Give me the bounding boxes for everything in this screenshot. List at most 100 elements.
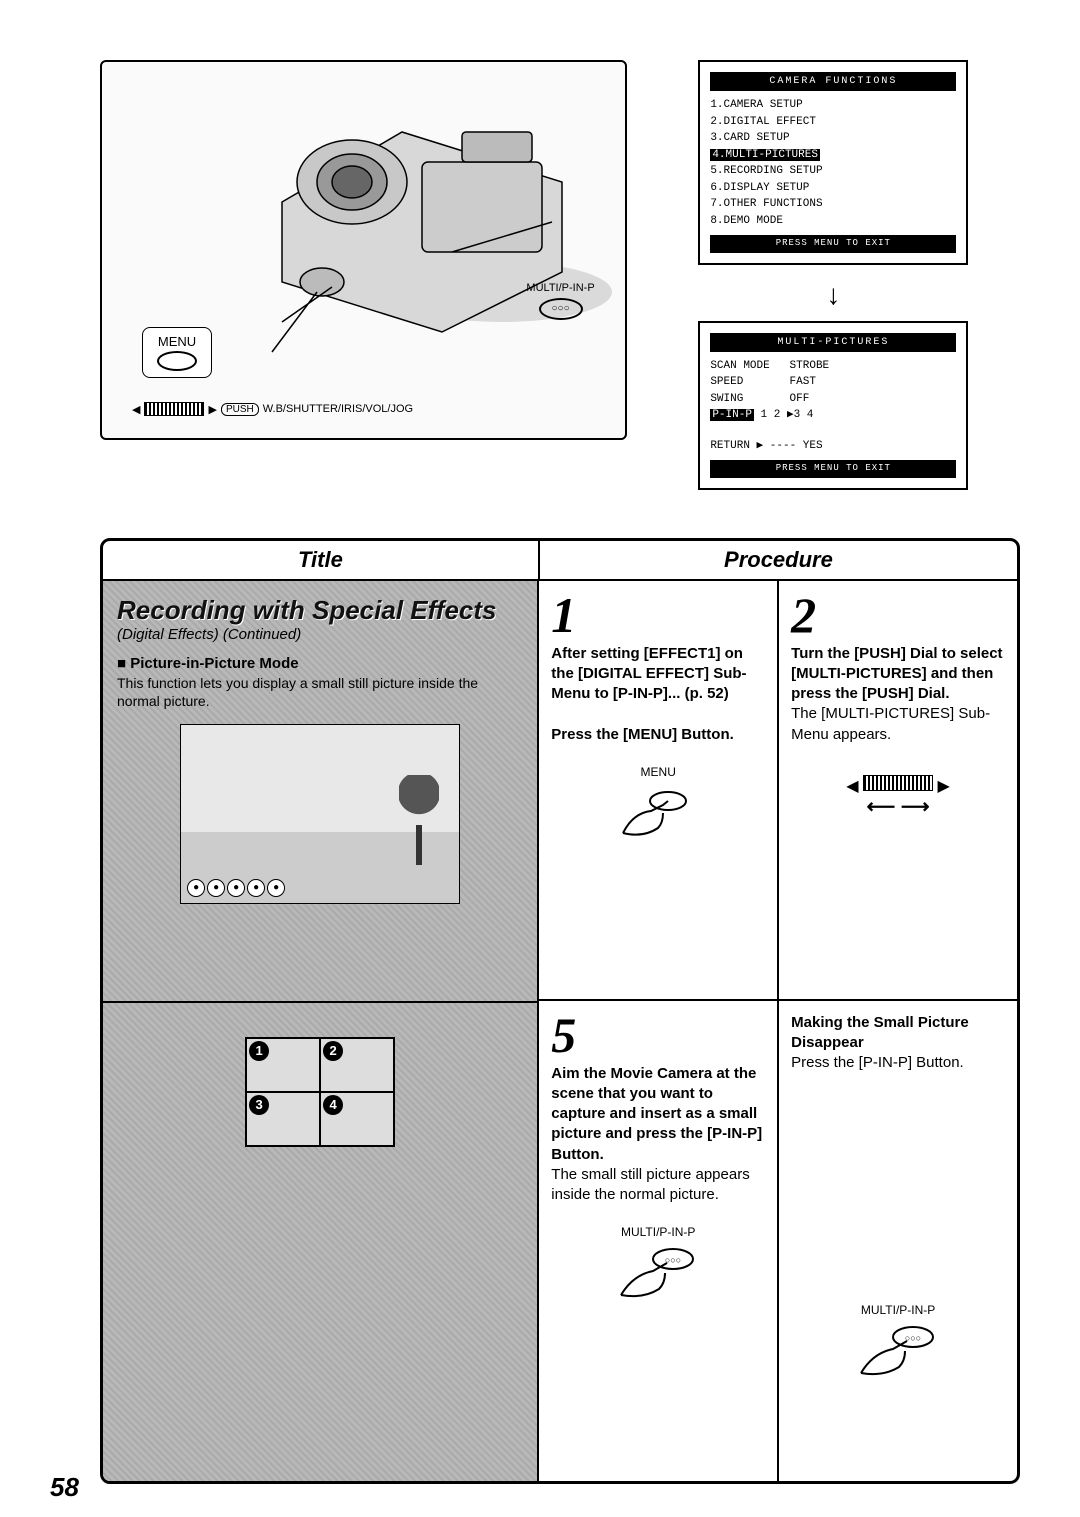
disappear-heading: Making the Small Picture Disappear — [791, 1014, 969, 1051]
camera-functions-screen: CAMERA FUNCTIONS 1.CAMERA SETUP2.DIGITAL… — [698, 60, 968, 265]
screen1-items: 1.CAMERA SETUP2.DIGITAL EFFECT3.CARD SET… — [710, 97, 956, 229]
screen2-row: SWING OFF — [710, 391, 956, 408]
dial-right-arrow-icon: ▶ — [208, 403, 216, 416]
menu-screens: CAMERA FUNCTIONS 1.CAMERA SETUP2.DIGITAL… — [647, 60, 1020, 498]
dial-functions-label: W.B/SHUTTER/IRIS/VOL/JOG — [263, 403, 413, 415]
multi-pictures-screen: MULTI-PICTURES SCAN MODE STROBESPEED FAS… — [698, 321, 968, 490]
screen1-item: 4.MULTI-PICTURES — [710, 147, 956, 164]
disappear-btn-label: MULTI/P-IN-P — [791, 1303, 1005, 1317]
screen1-item: 1.CAMERA SETUP — [710, 97, 956, 114]
procedure-row-2: 5 Aim the Movie Camera at the scene that… — [539, 1001, 1017, 1481]
dial-turn-icon — [863, 775, 933, 791]
disappear-body: Press the [P-IN-P] Button. — [791, 1054, 964, 1071]
screen2-row: SPEED FAST — [710, 374, 956, 391]
step-1-number: 1 — [551, 593, 765, 638]
top-section: MENU ◀ ▶ PUSH W.B/SHUTTER/IRIS/VOL/JOG M… — [100, 60, 1020, 498]
step-5-plain: The small still picture appears inside t… — [551, 1166, 749, 1203]
step-1-bold1: After setting [EFFECT1] on the [DIGITAL … — [551, 645, 746, 703]
step-2-text: Turn the [PUSH] Dial to select [MULTI-PI… — [791, 644, 1005, 745]
quad-3: 3 — [249, 1095, 269, 1115]
hand-menu-label: MENU — [551, 765, 765, 779]
menu-button-callout: MENU — [142, 327, 212, 378]
svg-text:○○○: ○○○ — [905, 1333, 921, 1343]
screen2-rows: SCAN MODE STROBESPEED FASTSWING OFFP-IN-… — [710, 358, 956, 424]
dial-left-arrow-icon: ◀ — [132, 403, 140, 416]
dial-callout: ◀ ▶ PUSH W.B/SHUTTER/IRIS/VOL/JOG — [132, 402, 413, 416]
screen1-item: 6.DISPLAY SETUP — [710, 180, 956, 197]
quad-2: 2 — [323, 1041, 343, 1061]
page-number: 58 — [50, 1472, 79, 1503]
dial-arrows-icon: ⟵ ⟶ — [791, 794, 1005, 819]
table-body: Recording with Special Effects (Digital … — [103, 581, 1017, 1481]
step-5-bold: Aim the Movie Camera at the scene that y… — [551, 1065, 762, 1163]
pip-osd-icons: ●●●●● — [187, 879, 285, 897]
pip-mode-desc: This function lets you display a small s… — [117, 674, 523, 710]
hand-multi-graphic-2: MULTI/P-IN-P ○○○ — [791, 1303, 1005, 1381]
step-1-bold2: Press the [MENU] Button. — [551, 726, 734, 743]
camera-diagram: MENU ◀ ▶ PUSH W.B/SHUTTER/IRIS/VOL/JOG M… — [100, 60, 627, 440]
screen1-item: 2.DIGITAL EFFECT — [710, 114, 956, 131]
title-cell-1: Recording with Special Effects (Digital … — [103, 581, 537, 1001]
dial-turn-right-icon: ▶ — [938, 778, 950, 795]
screen1-item: 8.DEMO MODE — [710, 213, 956, 230]
tree-icon — [399, 775, 439, 835]
hand-press-multi-icon-2: ○○○ — [853, 1321, 943, 1381]
recording-subheading: (Digital Effects) (Continued) — [117, 626, 523, 643]
instruction-table: Title Procedure Recording with Special E… — [100, 538, 1020, 1484]
recording-heading: Recording with Special Effects — [117, 595, 523, 626]
step-1-text: After setting [EFFECT1] on the [DIGITAL … — [551, 644, 765, 745]
menu-button-label: MENU — [157, 334, 197, 349]
multi-button-callout: MULTI/P-IN-P ○○○ — [526, 282, 594, 320]
menu-button-shape-icon — [157, 351, 197, 371]
quad-4: 4 — [323, 1095, 343, 1115]
quad-diagram: 1 2 3 4 — [245, 1037, 395, 1147]
dial-icon — [144, 402, 204, 416]
procedure-column: 1 After setting [EFFECT1] on the [DIGITA… — [539, 581, 1017, 1481]
col-header-procedure: Procedure — [540, 541, 1017, 579]
step-2-number: 2 — [791, 593, 1005, 638]
push-label: PUSH — [221, 403, 259, 416]
table-header: Title Procedure — [103, 541, 1017, 581]
screen1-item: 7.OTHER FUNCTIONS — [710, 196, 956, 213]
dial-graphic: ◀ ▶ ⟵ ⟶ — [791, 775, 1005, 819]
step-2-plain: The [MULTI-PICTURES] Sub-Menu appears. — [791, 705, 990, 742]
pip-osd-icon: ● — [207, 879, 225, 897]
multi-button-label: MULTI/P-IN-P — [526, 282, 594, 294]
step-5-text: Aim the Movie Camera at the scene that y… — [551, 1064, 765, 1206]
dial-turn-left-icon: ◀ — [846, 778, 858, 795]
screen2-footer: PRESS MENU TO EXIT — [710, 460, 956, 478]
pip-osd-icon: ● — [247, 879, 265, 897]
screen2-return: RETURN ▶ ---- YES — [710, 438, 956, 455]
col-header-title: Title — [103, 541, 540, 579]
step-disappear: Making the Small Picture Disappear Press… — [779, 1001, 1017, 1481]
procedure-row-1: 1 After setting [EFFECT1] on the [DIGITA… — [539, 581, 1017, 1001]
screen2-row: P-IN-P 1 2 ▶3 4 — [710, 407, 956, 424]
screen2-title: MULTI-PICTURES — [710, 333, 956, 352]
screen1-title: CAMERA FUNCTIONS — [710, 72, 956, 91]
hand-press-multi-icon: ○○○ — [613, 1243, 703, 1303]
screen1-item: 3.CARD SETUP — [710, 130, 956, 147]
hand-multi-graphic-1: MULTI/P-IN-P ○○○ — [551, 1225, 765, 1303]
pip-example-image: ●●●●● — [180, 724, 460, 904]
screen1-footer: PRESS MENU TO EXIT — [710, 235, 956, 253]
svg-text:○○○: ○○○ — [665, 1255, 681, 1265]
arrow-down-icon: ↓ — [826, 279, 840, 311]
pip-osd-icon: ● — [227, 879, 245, 897]
hand-press-icon — [613, 783, 703, 843]
title-column: Recording with Special Effects (Digital … — [103, 581, 539, 1481]
step-5-number: 5 — [551, 1013, 765, 1058]
step-1: 1 After setting [EFFECT1] on the [DIGITA… — [539, 581, 779, 999]
pip-mode-label: ■ Picture-in-Picture Mode — [117, 655, 523, 672]
screen1-item: 5.RECORDING SETUP — [710, 163, 956, 180]
screen2-row: SCAN MODE STROBE — [710, 358, 956, 375]
disappear-text: Making the Small Picture Disappear Press… — [791, 1013, 1005, 1074]
pip-osd-icon: ● — [187, 879, 205, 897]
multi-button-shape-icon: ○○○ — [539, 298, 583, 320]
hand-menu-graphic: MENU — [551, 765, 765, 843]
pip-osd-icon: ● — [267, 879, 285, 897]
step-2: 2 Turn the [PUSH] Dial to select [MULTI-… — [779, 581, 1017, 999]
step-5-btn-label: MULTI/P-IN-P — [551, 1225, 765, 1239]
title-cell-2: 1 2 3 4 — [103, 1001, 537, 1481]
step-2-bold: Turn the [PUSH] Dial to select [MULTI-PI… — [791, 645, 1002, 703]
quad-1: 1 — [249, 1041, 269, 1061]
